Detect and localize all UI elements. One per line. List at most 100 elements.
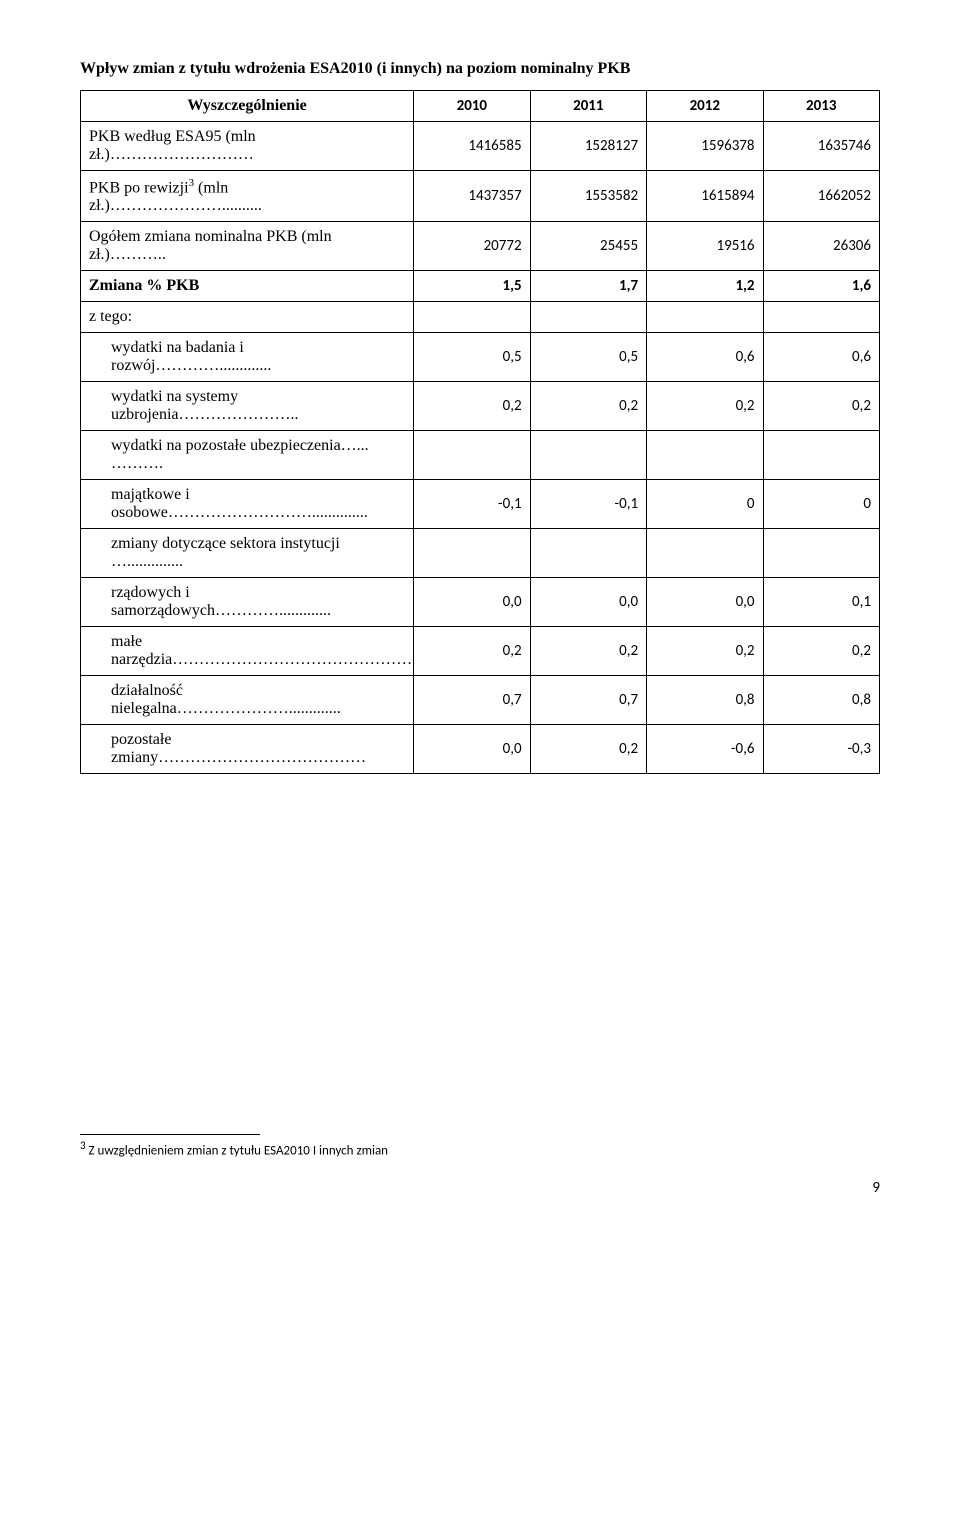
row-val: 0,2 [763,627,879,676]
row-val-empty [763,529,879,578]
row-val: 0,2 [530,627,646,676]
row-label: z tego: [81,302,414,333]
header-year-4: 2013 [763,91,879,122]
table-row: wydatki na pozostałe ubezpieczenia…... …… [81,431,880,480]
table-row: PKB po rewizji3 (mln zł.)…………………........… [81,171,880,222]
row-label: rządowych i samorządowych…………...........… [81,578,414,627]
table-row: zmiany dotyczące sektora instytucji …...… [81,529,880,578]
row-val: 1615894 [647,171,763,222]
footnote: 3 Z uwzględnieniem zmian z tytułu ESA201… [80,1134,880,1158]
table-row: Ogółem zmiana nominalna PKB (mln zł.)………… [81,222,880,271]
row-val: 0,2 [647,382,763,431]
row-val: 1596378 [647,122,763,171]
row-val-empty [763,431,879,480]
row-val: 0,0 [530,578,646,627]
row-label-text: wydatki na pozostałe ubezpieczenia…... …… [89,437,405,473]
table-row: Zmiana % PKB 1,5 1,7 1,2 1,6 [81,271,880,302]
row-val: -0,3 [763,725,879,774]
document-title: Wpływ zmian z tytułu wdrożenia ESA2010 (… [80,60,880,78]
row-val: 0 [647,480,763,529]
row-label-text: rządowych i samorządowych…………...........… [89,584,405,620]
row-val: 0,6 [763,333,879,382]
row-val: 1,6 [763,271,879,302]
row-val-empty [530,302,646,333]
row-val: 0,6 [647,333,763,382]
row-label: Ogółem zmiana nominalna PKB (mln zł.)………… [81,222,414,271]
row-label: PKB po rewizji3 (mln zł.)…………………........… [81,171,414,222]
row-label-text: majątkowe i osobowe………………………............… [89,486,405,522]
row-label-text: zmiany dotyczące sektora instytucji …...… [89,535,405,571]
table-row: małe narzędzia……………………………………… 0,2 0,2 0,… [81,627,880,676]
header-year-3: 2012 [647,91,763,122]
row-val-empty [414,529,530,578]
row-val: 0,5 [530,333,646,382]
header-label: Wyszczególnienie [81,91,414,122]
row-val: 0 [763,480,879,529]
row-val-empty [763,302,879,333]
table-row: wydatki na systemy uzbrojenia………………….. 0… [81,382,880,431]
row-val: 0,2 [530,725,646,774]
header-year-1: 2010 [414,91,530,122]
row-label: działalność nielegalna…………………...........… [81,676,414,725]
header-year-2: 2011 [530,91,646,122]
row-label: zmiany dotyczące sektora instytucji …...… [81,529,414,578]
row-val: 1416585 [414,122,530,171]
row-label: wydatki na badania i rozwój………….........… [81,333,414,382]
row-val: -0,6 [647,725,763,774]
row-val: 0,8 [763,676,879,725]
row-label: PKB według ESA95 (mln zł.)……………………… [81,122,414,171]
page-number: 9 [80,1179,880,1197]
row-val: 1528127 [530,122,646,171]
table-row: rządowych i samorządowych…………...........… [81,578,880,627]
row-val: 0,2 [763,382,879,431]
row-val: 20772 [414,222,530,271]
row-label: wydatki na systemy uzbrojenia………………….. [81,382,414,431]
row-val-empty [647,302,763,333]
row-val-empty [530,431,646,480]
row-val-empty [414,302,530,333]
row-label: Zmiana % PKB [81,271,414,302]
row-val: 0,0 [414,578,530,627]
row-val: 0,2 [647,627,763,676]
row-val-empty [414,431,530,480]
row-val-empty [647,431,763,480]
row-label-text: wydatki na systemy uzbrojenia………………….. [89,388,405,424]
row-val: 0,1 [763,578,879,627]
row-val: 1662052 [763,171,879,222]
table-row: majątkowe i osobowe………………………............… [81,480,880,529]
row-val: 0,0 [647,578,763,627]
row-val: 0,5 [414,333,530,382]
row-val-empty [647,529,763,578]
row-val: 1,5 [414,271,530,302]
row-val: 0,0 [414,725,530,774]
footnote-text: Z uwzględnieniem zmian z tytułu ESA2010 … [86,1144,388,1159]
table-row: PKB według ESA95 (mln zł.)……………………… 1416… [81,122,880,171]
table-row: wydatki na badania i rozwój………….........… [81,333,880,382]
row-val: 1437357 [414,171,530,222]
row-val-empty [530,529,646,578]
row-val: 0,2 [530,382,646,431]
table-row: z tego: [81,302,880,333]
row-label: pozostałe zmiany………………………………… [81,725,414,774]
row-val: 0,7 [530,676,646,725]
row-val: 19516 [647,222,763,271]
row-label: małe narzędzia……………………………………… [81,627,414,676]
row-val: -0,1 [530,480,646,529]
row-val: 1635746 [763,122,879,171]
data-table: Wyszczególnienie 2010 2011 2012 2013 PKB… [80,90,880,774]
row-label-pre: PKB po rewizji [89,179,189,196]
row-val: 0,2 [414,382,530,431]
row-label-text: działalność nielegalna…………………...........… [89,682,405,718]
row-val: 0,2 [414,627,530,676]
row-label: majątkowe i osobowe………………………............… [81,480,414,529]
row-val: 1,2 [647,271,763,302]
row-label-text: pozostałe zmiany………………………………… [89,731,405,767]
row-label: wydatki na pozostałe ubezpieczenia…... …… [81,431,414,480]
row-label-text: małe narzędzia……………………………………… [89,633,412,669]
row-label-text: wydatki na badania i rozwój………….........… [89,339,405,375]
row-val: 1,7 [530,271,646,302]
row-val: 25455 [530,222,646,271]
table-row: działalność nielegalna…………………...........… [81,676,880,725]
row-val: 26306 [763,222,879,271]
footnote-separator [80,1134,260,1135]
